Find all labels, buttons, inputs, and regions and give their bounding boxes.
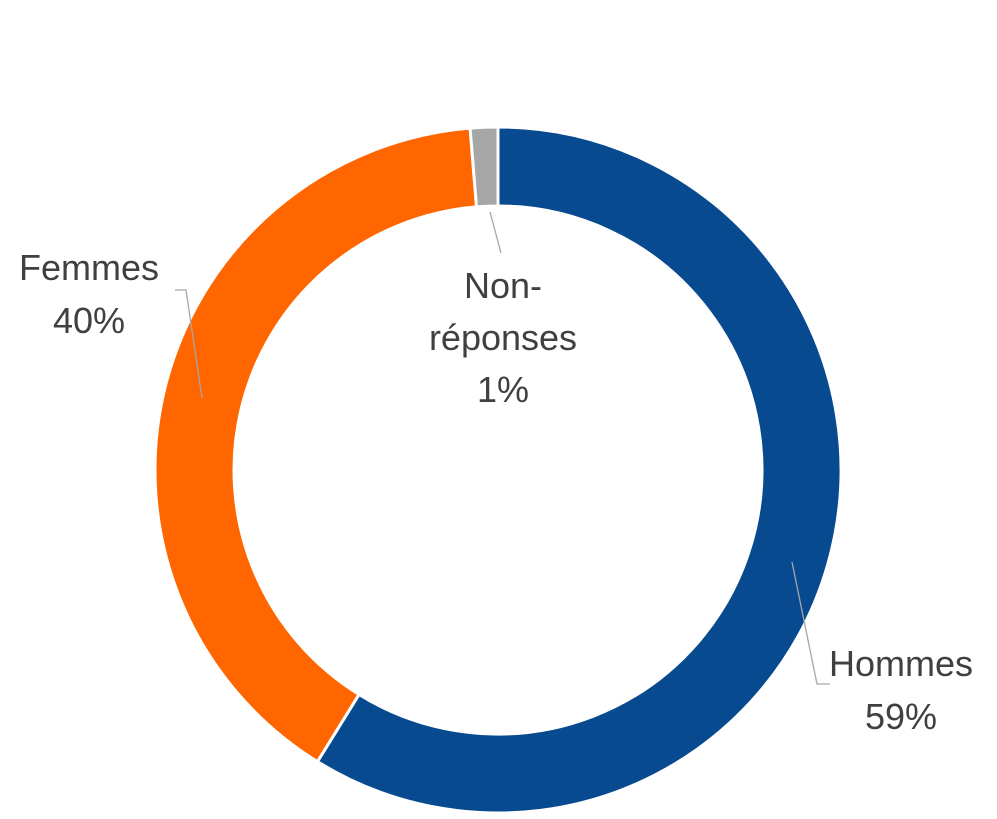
label-femmes-percent: 40% <box>53 300 125 341</box>
leader-line-hommes <box>791 561 830 685</box>
label-femmes-name: Femmes <box>19 247 159 288</box>
slice-femmes <box>153 126 479 764</box>
label-hommes-name: Hommes <box>829 643 973 684</box>
label-non-reponses-percent: 1% <box>477 369 529 410</box>
leader-line-non-reponses <box>489 211 502 254</box>
slice-hommes <box>315 125 843 815</box>
label-hommes-percent: 59% <box>865 696 937 737</box>
label-non-reponses-line1: Non- <box>464 265 542 306</box>
leader-line-femmes <box>175 289 203 399</box>
label-non-reponses-line2: réponses <box>429 317 577 358</box>
donut-slices <box>153 125 843 815</box>
slice-non-reponses <box>468 125 500 209</box>
